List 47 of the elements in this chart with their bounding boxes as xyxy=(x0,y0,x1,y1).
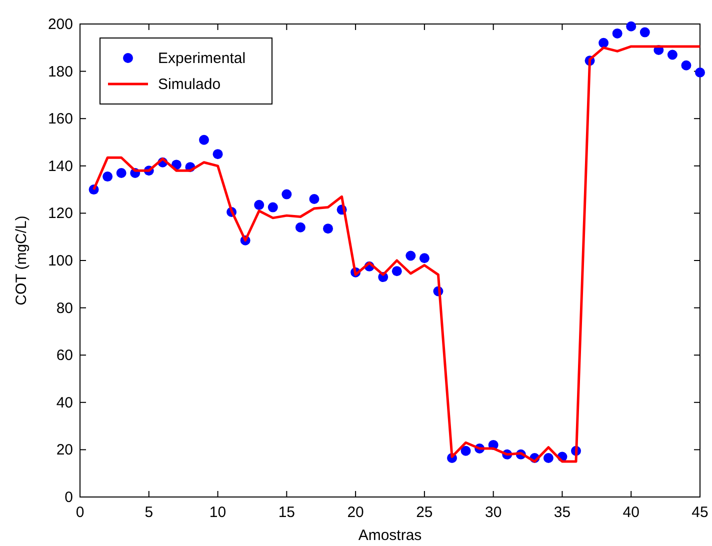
x-tick-label: 10 xyxy=(209,504,226,521)
y-tick-label: 160 xyxy=(48,110,73,128)
y-tick-label: 60 xyxy=(56,347,73,364)
point xyxy=(543,452,554,463)
x-tick-label: 35 xyxy=(554,504,571,521)
point xyxy=(282,189,292,200)
point xyxy=(199,134,209,145)
point xyxy=(667,50,678,60)
point xyxy=(295,222,306,232)
point xyxy=(254,200,264,210)
y-tick-label: 80 xyxy=(56,300,73,317)
x-tick-label: 30 xyxy=(484,504,502,521)
point xyxy=(681,60,692,70)
point xyxy=(460,446,471,456)
point xyxy=(392,266,402,276)
x-tick-label: 5 xyxy=(144,504,154,521)
point xyxy=(598,38,609,48)
point xyxy=(323,224,333,234)
y-tick-label: 100 xyxy=(48,252,73,270)
y-tick-label: 40 xyxy=(56,394,73,412)
point xyxy=(102,172,113,182)
point xyxy=(626,21,636,32)
point xyxy=(640,27,650,38)
point xyxy=(268,202,278,212)
point xyxy=(116,168,126,178)
point xyxy=(695,67,705,78)
x-tick-label: 20 xyxy=(347,504,364,521)
x-axis-title: Amostras xyxy=(358,527,422,544)
x-tick-label: 45 xyxy=(692,504,708,521)
point xyxy=(612,28,622,38)
x-tick-label: 40 xyxy=(622,504,640,521)
y-tick-label: 20 xyxy=(56,442,73,459)
y-tick-label: 180 xyxy=(48,63,73,80)
x-tick-label: 25 xyxy=(416,504,433,521)
legend-label: Simulado xyxy=(158,76,221,93)
y-tick-label: 120 xyxy=(48,205,73,222)
x-tick-label: 0 xyxy=(76,504,84,521)
point xyxy=(212,149,223,160)
y-axis-title: COT (mgC/L) xyxy=(13,216,30,306)
legend-label: Experimental xyxy=(158,50,246,67)
point xyxy=(406,250,416,261)
y-tick-label: 140 xyxy=(48,158,73,175)
y-tick-label: 200 xyxy=(48,16,73,33)
point xyxy=(309,194,320,204)
x-tick-label: 15 xyxy=(278,504,296,521)
y-tick-label: 0 xyxy=(64,489,73,506)
point xyxy=(419,253,430,264)
